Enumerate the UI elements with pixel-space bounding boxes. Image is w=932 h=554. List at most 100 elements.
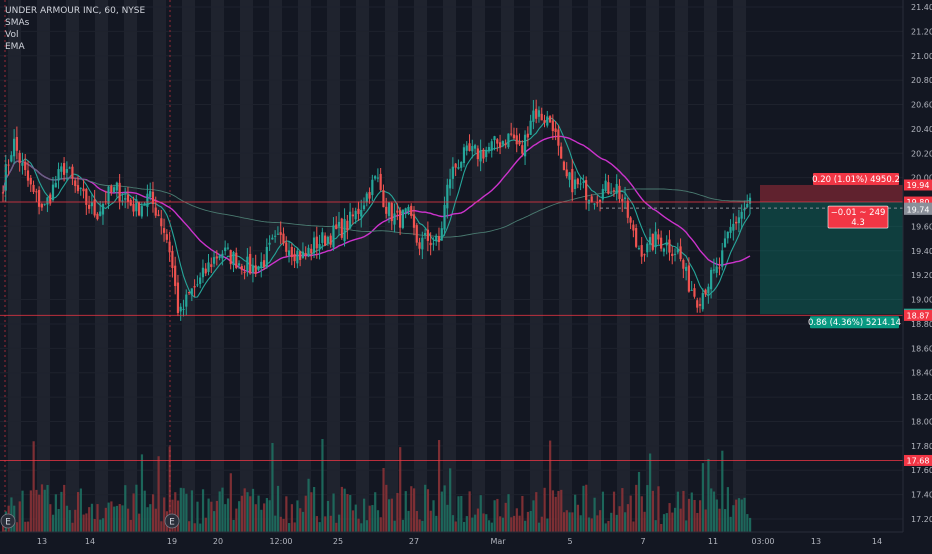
volume-bar-34 [96, 504, 99, 532]
volume-bar-215 [599, 510, 602, 532]
candle-body-260 [723, 238, 727, 248]
volume-bar-126 [351, 510, 355, 532]
candle-body-231 [643, 254, 646, 256]
volume-bar-85 [238, 501, 241, 532]
candle-body-79 [221, 253, 224, 259]
volume-bar-21 [60, 491, 63, 532]
volume-bar-47 [132, 493, 135, 532]
volume-bar-94 [263, 503, 266, 532]
volume-bar-166 [462, 521, 466, 532]
volume-bar-115 [321, 439, 324, 532]
volume-bar-255 [710, 488, 713, 532]
volume-bar-223 [621, 488, 624, 532]
volume-bar-71 [199, 523, 202, 532]
x-tick-10: 11 [708, 537, 718, 546]
volume-bar-70 [196, 501, 199, 532]
candle-body-221 [615, 184, 618, 194]
session-band-24 [704, 0, 717, 532]
y-tick-13: 18.80 [911, 320, 932, 329]
volume-bar-76 [213, 511, 216, 532]
candle-body-69 [193, 286, 196, 288]
volume-bar-16 [46, 484, 49, 532]
volume-bar-187 [521, 495, 524, 532]
volume-bar-156 [435, 515, 438, 532]
candle-body-45 [126, 194, 130, 203]
volume-bar-118 [329, 515, 332, 532]
volume-bar-234 [651, 490, 655, 532]
y-tick-17: 18.00 [911, 417, 932, 426]
volume-bar-38 [107, 502, 110, 532]
price-tag-box-3 [904, 203, 932, 215]
volume-bar-116 [324, 516, 327, 532]
candle-body-24 [68, 167, 71, 169]
volume-bar-10 [29, 490, 32, 532]
volume-bar-233 [649, 453, 652, 532]
candle-body-101 [282, 233, 285, 244]
volume-bar-185 [515, 508, 518, 532]
volume-bar-203 [565, 510, 568, 532]
indicator-smas[interactable]: SMAs [5, 18, 30, 28]
candle-body-115 [321, 232, 324, 243]
candle-body-50 [140, 206, 143, 217]
volume-bar-200 [557, 490, 560, 532]
volume-bar-111 [310, 492, 313, 532]
volume-bar-224 [624, 512, 627, 532]
candle-body-95 [265, 246, 268, 267]
volume-bar-157 [437, 440, 441, 532]
candle-body-12 [35, 191, 38, 193]
candle-body-33 [93, 199, 96, 216]
candle-body-209 [582, 181, 585, 183]
volume-bar-147 [410, 486, 413, 532]
volume-bar-129 [360, 523, 363, 532]
indicator-ema[interactable]: EMA [5, 42, 25, 52]
volume-bar-177 [493, 500, 496, 532]
candle-body-138 [385, 206, 388, 214]
candle-body-43 [121, 200, 124, 202]
volume-bar-167 [465, 516, 468, 532]
candle-body-193 [537, 110, 541, 117]
candle-body-92 [257, 266, 260, 271]
candle-body-134 [374, 176, 377, 179]
volume-bar-201 [560, 489, 563, 532]
volume-bar-74 [207, 498, 210, 532]
session-band-23 [675, 0, 688, 532]
volume-bar-257 [715, 499, 718, 532]
candle-body-23 [65, 169, 68, 173]
session-band-13 [385, 0, 398, 532]
candle-body-194 [540, 113, 543, 121]
candle-body-28 [79, 187, 82, 189]
volume-bar-236 [657, 486, 660, 532]
volume-bar-258 [718, 508, 721, 532]
volume-bar-48 [135, 484, 138, 532]
session-band-0 [8, 0, 21, 532]
volume-bar-104 [290, 504, 294, 532]
y-tick-5: 20.40 [911, 125, 932, 134]
volume-bar-121 [338, 514, 341, 532]
volume-bar-214 [596, 515, 599, 532]
symbol-line[interactable]: UNDER ARMOUR INC, 60, NYSE [5, 6, 146, 16]
candle-body-157 [437, 236, 441, 243]
stop-label: 0.20 (1.01%) 4950.2 [812, 175, 900, 185]
volume-bar-260 [724, 509, 727, 532]
volume-bar-77 [215, 500, 219, 532]
volume-bar-54 [151, 494, 155, 532]
sma-long-line [2, 160, 751, 238]
volume-bar-45 [126, 508, 130, 532]
indicator-vol[interactable]: Vol [5, 30, 19, 40]
volume-bar-269 [749, 517, 752, 532]
x-tick-1: 14 [85, 537, 95, 546]
session-band-6 [182, 0, 195, 532]
volume-bar-251 [699, 500, 702, 532]
stop-label-box [813, 172, 899, 185]
candle-body-132 [368, 192, 371, 199]
candle-body-74 [207, 262, 210, 272]
candle-body-151 [421, 237, 424, 250]
candle-body-113 [315, 236, 318, 249]
volume-bar-230 [640, 496, 643, 532]
candle-body-86 [240, 266, 243, 270]
volume-bar-175 [487, 520, 491, 532]
volume-bar-82 [229, 473, 232, 532]
candle-body-75 [210, 264, 213, 267]
